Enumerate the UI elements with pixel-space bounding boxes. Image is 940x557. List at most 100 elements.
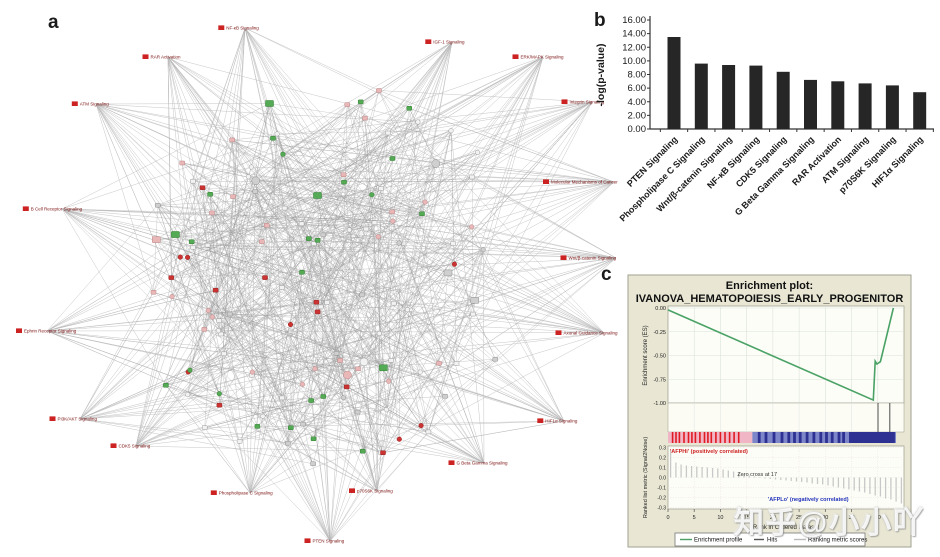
gene-node: [188, 239, 195, 244]
gene-node: [375, 234, 381, 240]
ranked-y-tick-label: 0.0: [659, 476, 666, 482]
cp-box-icon: [16, 328, 22, 333]
pathway-hub-label: Wnt/β-catenin Signaling: [569, 256, 617, 261]
gene-node: [207, 192, 213, 197]
gene-node: [201, 327, 208, 332]
bar-chart: 0.00 2.00 4.00 6.00 8.00 10.00 12.00 14.00 16.00…: [595, 15, 934, 223]
gene-node: [369, 192, 375, 198]
gene-node: [388, 358, 395, 363]
cp-box-icon: [448, 460, 455, 465]
gene-node: [168, 275, 175, 280]
panel-c-label: c: [601, 264, 612, 285]
gene-node: [390, 218, 396, 224]
pathway-hub-label: PTEN Signaling: [313, 539, 345, 544]
gene-node: [310, 436, 317, 442]
gene-node: [218, 331, 224, 337]
pathway-hub-label: RAR Activation: [151, 55, 182, 60]
gene-node: [254, 424, 261, 429]
gene-node: [216, 391, 222, 397]
pathway-hub-label: G Beta Gamma Signaling: [457, 461, 509, 466]
gene-node: [474, 149, 481, 155]
pathway-hub-label: Molecular Mechanisms of Cancer: [551, 180, 618, 185]
gene-node: [492, 356, 499, 362]
gene-node: [376, 88, 382, 93]
gene-node: [376, 330, 382, 337]
gene-node: [205, 308, 211, 314]
bar: [858, 83, 872, 129]
gene-node: [279, 395, 285, 401]
cp-box-icon: [304, 538, 311, 543]
x-tick-label: 30: [822, 515, 828, 521]
gene-node: [340, 395, 346, 401]
phenotype-bar-positive: [668, 432, 753, 443]
gene-node: [385, 130, 391, 136]
gene-node: [450, 241, 456, 246]
pathway-hub-label: p70S6K Signaling: [357, 489, 393, 494]
gene-network-panel: NF-κB Signaling RAR Activation IGF-1 Signa…: [16, 25, 619, 544]
es-y-tick-label: -0.50: [653, 354, 666, 360]
pathway-hub-label: B Cell Receptor Signaling: [31, 207, 83, 212]
gene-node: [264, 223, 270, 228]
gene-node: [306, 236, 312, 241]
y-tick-label: 16.00: [622, 15, 646, 26]
gene-node: [308, 398, 314, 403]
gene-node: [248, 164, 254, 170]
network-nodes: [150, 88, 499, 467]
gene-node: [396, 240, 402, 246]
gene-node: [245, 174, 251, 180]
gene-node: [451, 261, 457, 267]
ranked-y-tick-label: 0.1: [659, 466, 666, 472]
gene-node: [380, 315, 386, 321]
gene-node: [221, 351, 227, 357]
category-label: RAR Activation: [790, 134, 843, 187]
es-plot-area: [667, 305, 905, 404]
gene-node: [419, 211, 425, 217]
gene-node: [359, 292, 365, 298]
ranked-y-tick-label: 0.2: [659, 456, 666, 462]
gene-node: [274, 131, 280, 137]
gene-node: [470, 311, 476, 317]
enrichment-score-curve: [667, 307, 895, 402]
gene-node: [480, 247, 486, 253]
gene-node: [453, 361, 460, 366]
pathway-hub-label: Axonal Guidance Signaling: [564, 331, 619, 336]
gene-node: [359, 448, 366, 454]
gene-node: [199, 185, 206, 190]
gene-node: [251, 176, 261, 186]
y-tick-label: 10.00: [622, 56, 646, 67]
gene-node: [179, 160, 185, 166]
gene-node: [343, 384, 350, 390]
gene-node: [150, 290, 157, 295]
positive-phenotype-label: 'AFPHi' (positively correlated): [670, 449, 748, 455]
panel-a-label: a: [48, 12, 59, 33]
cp-box-icon: [22, 206, 29, 211]
gene-node: [279, 285, 285, 290]
gene-node: [230, 194, 236, 199]
gene-node: [287, 321, 294, 328]
gene-node: [252, 189, 259, 194]
cp-box-icon: [512, 54, 519, 59]
gene-node: [265, 100, 274, 107]
gene-node: [313, 192, 322, 199]
y-tick-label: 14.00: [622, 29, 646, 40]
gene-node: [236, 439, 243, 444]
negative-phenotype-label: 'AFPLo' (negatively correlated): [768, 497, 849, 503]
gene-node: [406, 106, 413, 111]
bar: [831, 81, 845, 129]
ranked-y-axis-title: Ranked list metric (Signal2Noise): [643, 437, 649, 518]
gene-node: [185, 254, 191, 260]
gene-node: [425, 429, 432, 435]
gene-node: [346, 227, 352, 233]
gene-node: [469, 174, 475, 180]
category-label: HIF1α Signaling: [870, 134, 925, 189]
x-tick-label: 5: [693, 515, 696, 521]
gene-node: [204, 242, 211, 248]
y-tick-label: 0.00: [628, 124, 647, 135]
gene-node: [190, 245, 196, 250]
gene-node: [270, 135, 276, 141]
gene-node: [312, 366, 318, 372]
gene-node: [378, 186, 384, 191]
gene-node: [418, 423, 424, 429]
es-y-axis-title: Enrichment score (ES): [643, 325, 649, 385]
pathway-hub-label: HIF1α Signaling: [545, 419, 578, 424]
